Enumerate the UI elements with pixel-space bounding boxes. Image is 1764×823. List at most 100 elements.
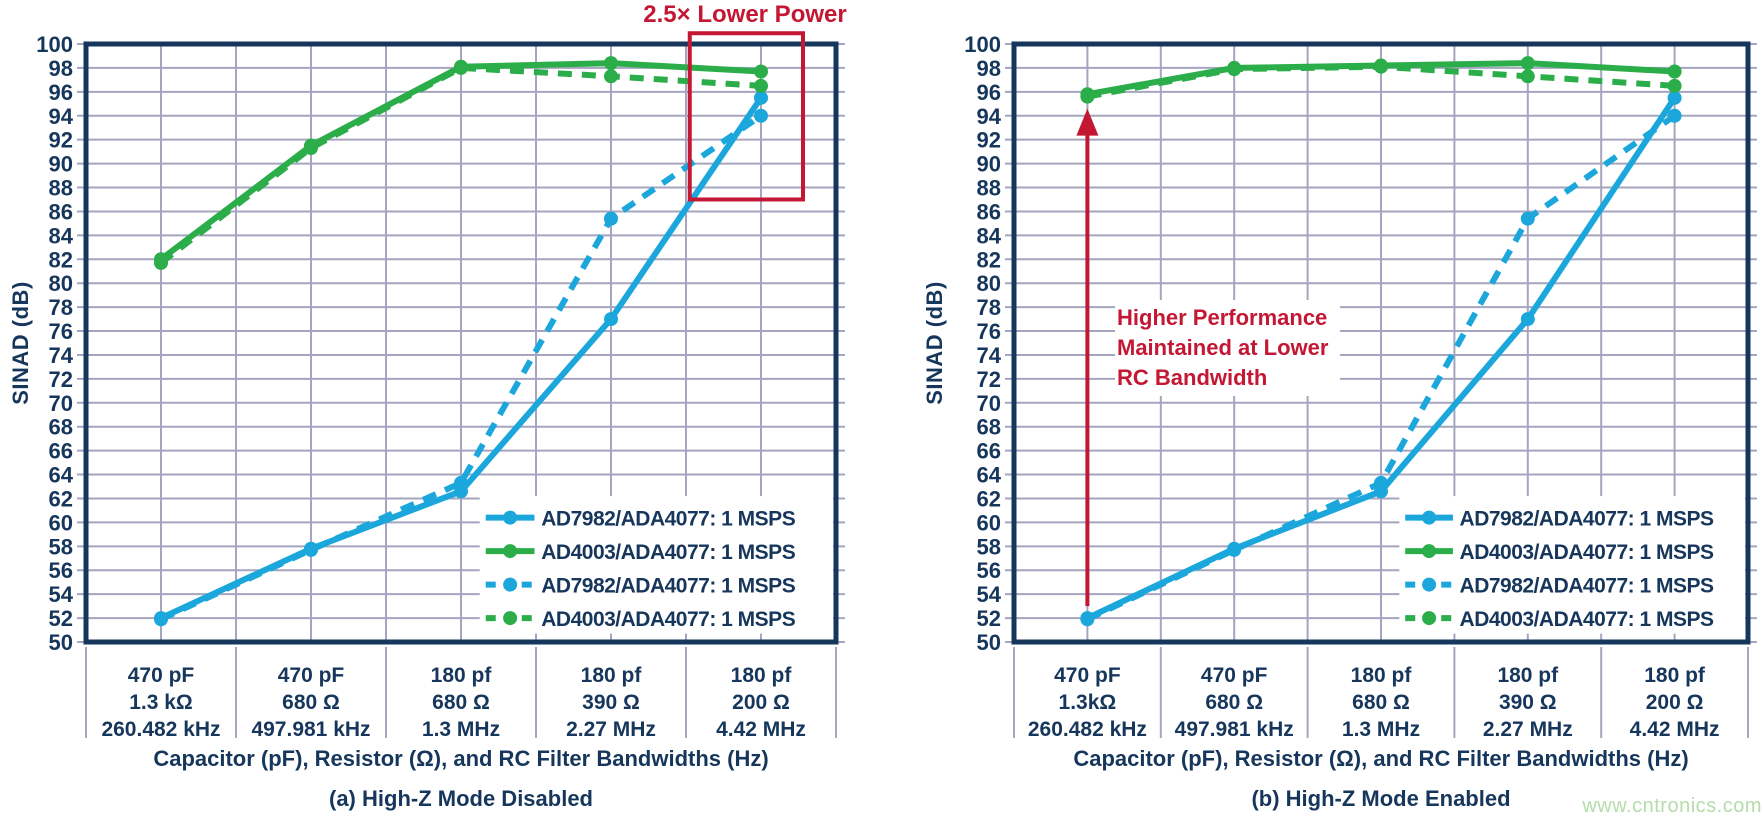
legend-label: AD4003/ADA4077: 1 MSPS [541,608,795,631]
legend-label: AD7982/ADA4077: 1 MSPS [1460,575,1714,598]
chart-canvas-b: 5052545658606264666870727476788082848688… [964,32,1757,741]
y-tick-label: 76 [49,319,73,344]
x-category-label: 180 pf 390 Ω 2.27 MHz [566,664,656,741]
legend-label: AD4003/ADA4077: 1 MSPS [541,541,795,564]
legend-label: AD7982/ADA4077: 1 MSPS [541,508,795,531]
note-line-3: RC Bandwidth [1117,365,1268,390]
y-tick-label: 96 [977,80,1001,105]
y-tick-label: 72 [49,367,73,392]
chart-a-high-z-disabled: 50 52 54 56 58 60 62 64 66 68 70 72 74 76 78 80 82 84 86 88… [8,1,847,811]
annotation-lower-power-label: 2.5× Lower Power [643,1,847,28]
y-tick-label: 94 [977,104,1002,129]
chart-b-high-z-enabled: 50 52 54 56 58 60 62 64 66 68 70 72 74 76 78 80 82 84 86 88… [882,0,1764,823]
data-point [604,56,618,71]
data-point [754,78,768,93]
data-point [1374,59,1388,74]
legend-marker-point [1422,611,1437,626]
data-point [754,90,768,105]
y-tick-label: 92 [977,128,1001,153]
data-point [1227,542,1242,557]
x-category-label: 180 pf 200 Ω 4.42 MHz [716,664,806,741]
annotation-arrow-head [1076,108,1099,136]
legend-marker-point [503,544,518,559]
y-tick-label: 66 [49,439,73,464]
y-tick-label: 82 [977,247,1001,272]
y-axis-title: SINAD (dB) [8,281,33,405]
x-category-label: 470 pF 680 Ω 497.981 kHz [251,664,370,741]
y-tick-label: 56 [977,558,1001,583]
data-point [1520,312,1535,327]
y-tick-label: 64 [49,463,74,488]
chart-canvas-a: 5052545658606264666870727476788082848688… [36,31,845,741]
plot-border [1011,41,1751,645]
y-tick-label: 90 [977,152,1001,177]
data-point [1374,475,1388,490]
note-line-2: Maintained at Lower [1117,335,1329,360]
y-tick-label: 78 [49,295,73,320]
y-tick-label: 68 [977,415,1001,440]
data-point [1227,62,1242,77]
y-tick-label: 50 [977,630,1001,655]
y-tick-label: 84 [977,223,1002,248]
legend-label: AD4003/ADA4077: 1 MSPS [1460,608,1714,631]
y-tick-label: 60 [49,510,73,535]
data-point [304,542,318,557]
x-category-label: 470 pF 1.3 kΩ 260.482 kHz [101,664,220,741]
chart-caption-a: (a) High-Z Mode Disabled [329,786,593,811]
y-tick-label: 58 [977,534,1001,559]
y-tick-label: 90 [49,152,73,177]
y-axis-title: SINAD (dB) [922,281,947,405]
legend-marker-point [1422,544,1437,559]
y-tick-label: 60 [977,510,1001,535]
y-tick-label: 74 [49,343,74,368]
y-tick-label: 96 [49,80,73,105]
legend-box [479,496,833,634]
y-tick-label: 100 [36,32,73,57]
data-point [1520,56,1535,71]
series-line-3 [159,64,762,266]
data-point [304,141,318,156]
x-category-label: 180 pf 680 Ω 1.3 MHz [1342,664,1420,741]
data-point [1080,612,1095,627]
legend-marker-point [1422,510,1437,525]
x-category-label: 470 pF 680 Ω 497.981 kHz [1175,664,1294,741]
y-tick-label: 68 [49,415,73,440]
data-point [454,475,468,490]
legend-label: AD7982/ADA4077: 1 MSPS [1460,508,1714,531]
y-tick-label: 76 [977,319,1001,344]
data-point [454,60,468,75]
y-tick-label: 86 [49,199,73,224]
data-point [754,64,768,79]
y-tick-label: 94 [49,104,74,129]
y-tick-label: 84 [49,223,74,248]
x-category-label: 470 pF 1.3kΩ 260.482 kHz [1028,664,1147,741]
x-category-label: 180 pf 390 Ω 2.27 MHz [1483,664,1573,741]
data-point [604,211,618,226]
data-point [1667,90,1682,105]
legend-label: AD7982/ADA4077: 1 MSPS [541,575,795,598]
y-tick-label: 66 [977,439,1001,464]
y-tick-label: 92 [49,128,73,153]
data-point [754,108,768,123]
y-tick-label: 62 [49,486,73,511]
legend-marker-point [503,510,518,525]
x-category-label: 180 pf 200 Ω 4.42 MHz [1630,664,1720,741]
plot-border [83,41,839,645]
x-axis-title: Capacitor (pF), Resistor (Ω), and RC Fil… [153,746,769,771]
y-tick-label: 62 [977,486,1001,511]
y-tick-label: 70 [49,391,73,416]
legend-marker-point [503,611,518,626]
data-point [1667,64,1682,79]
data-point [1667,78,1682,93]
y-tick-label: 54 [49,582,74,607]
y-tick-label: 88 [977,176,1001,201]
y-tick-label: 80 [977,271,1001,296]
watermark: www.cntronics.com [1582,795,1762,817]
y-tick-label: 100 [964,32,1001,57]
y-tick-label: 86 [977,199,1001,224]
legend-box [1399,496,1745,634]
chart-caption-b: (b) High-Z Mode Enabled [1251,786,1511,811]
y-tick-label: 88 [49,176,73,201]
y-tick-label: 78 [977,295,1001,320]
